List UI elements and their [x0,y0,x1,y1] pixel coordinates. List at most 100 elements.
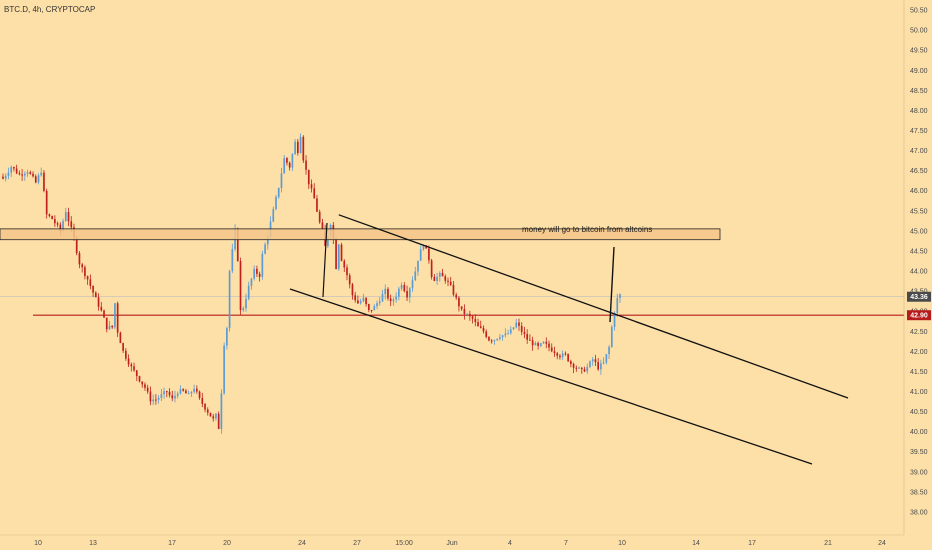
candle [94,291,97,298]
x-tick-label: Jun [446,540,457,547]
candle [610,325,613,348]
candle-body [10,167,13,173]
candle [146,384,149,394]
x-tick-label: 14 [692,540,700,547]
candle-body [215,413,217,419]
candle [509,326,512,335]
candle-body [86,276,89,280]
candle [217,411,220,430]
candle [594,354,597,367]
candle-body [163,391,165,395]
candle-body [125,350,127,359]
candle [619,293,621,303]
candle [583,366,586,373]
candle [220,389,223,434]
candle-body [482,327,485,332]
candle-body [583,369,586,372]
candle [313,183,316,199]
candle [378,297,381,306]
candle [245,293,247,312]
candle-body [597,362,600,370]
candle-body [548,343,550,348]
candle [29,170,32,175]
candle-body [384,288,387,295]
candle [4,173,7,182]
candle [545,337,548,349]
candle-body [586,367,589,372]
candle [272,206,275,223]
candle-body [18,173,21,175]
y-tick-label: 40.00 [910,429,928,436]
candle [504,328,507,338]
candle [370,309,373,313]
candle-body [531,340,534,346]
candle-body [168,391,171,396]
candle [600,359,602,375]
candle-body [135,370,138,377]
candle [302,135,305,164]
candle-body [171,395,174,399]
candle-body [294,141,296,155]
candle-body [367,304,370,310]
candle-body [103,310,105,318]
candle-body [193,388,195,393]
candle-body [231,249,234,272]
candle-body [21,174,23,176]
candle [537,341,539,350]
candle [389,294,392,307]
candle-body [23,173,26,176]
y-tick-label: 39.50 [910,449,928,456]
y-tick-label: 40.50 [910,409,928,416]
candle-body [256,268,258,274]
resistance-zone [0,228,721,241]
candle-body [608,346,610,355]
candle-body [116,303,119,333]
candle-body [444,276,447,281]
candle-body [223,345,225,394]
candle-body [119,332,122,344]
candle [157,395,160,404]
candle [187,390,190,395]
candle [419,245,422,261]
candle-body [357,300,359,304]
candle [84,265,86,280]
candle-body [389,298,392,302]
candle [441,268,444,277]
candle [616,293,619,318]
y-tick-label: 47.50 [910,128,928,135]
candle [591,357,594,366]
candle [550,343,553,353]
candle-body [291,154,294,168]
candle-body [280,173,283,188]
candle-body [228,271,231,328]
candle-body [594,359,597,363]
candle [226,326,228,350]
candle-body [204,403,206,410]
candle-body [327,236,329,247]
candle [23,171,26,181]
candle [307,169,310,190]
candle [163,387,165,399]
current-price-value: 43.36 [910,294,928,301]
candle-body [111,325,114,328]
candle [400,282,403,291]
candle-body [507,333,509,335]
candle-body [343,260,346,268]
candle-body [436,276,438,282]
candle [215,413,217,421]
y-tick-label: 41.50 [910,369,928,376]
candle [531,336,534,351]
candle [51,215,53,220]
y-tick-label: 42.50 [910,329,928,336]
candle-body [13,167,15,169]
candle-body [155,399,157,401]
candle-body [493,340,496,342]
candle [515,318,518,329]
candle [286,157,288,166]
y-tick-label: 50.00 [910,28,928,35]
x-tick-label: 17 [168,540,176,547]
candle-body [302,136,305,161]
candle-body [537,342,539,346]
candle [253,265,256,281]
candle [43,170,45,193]
